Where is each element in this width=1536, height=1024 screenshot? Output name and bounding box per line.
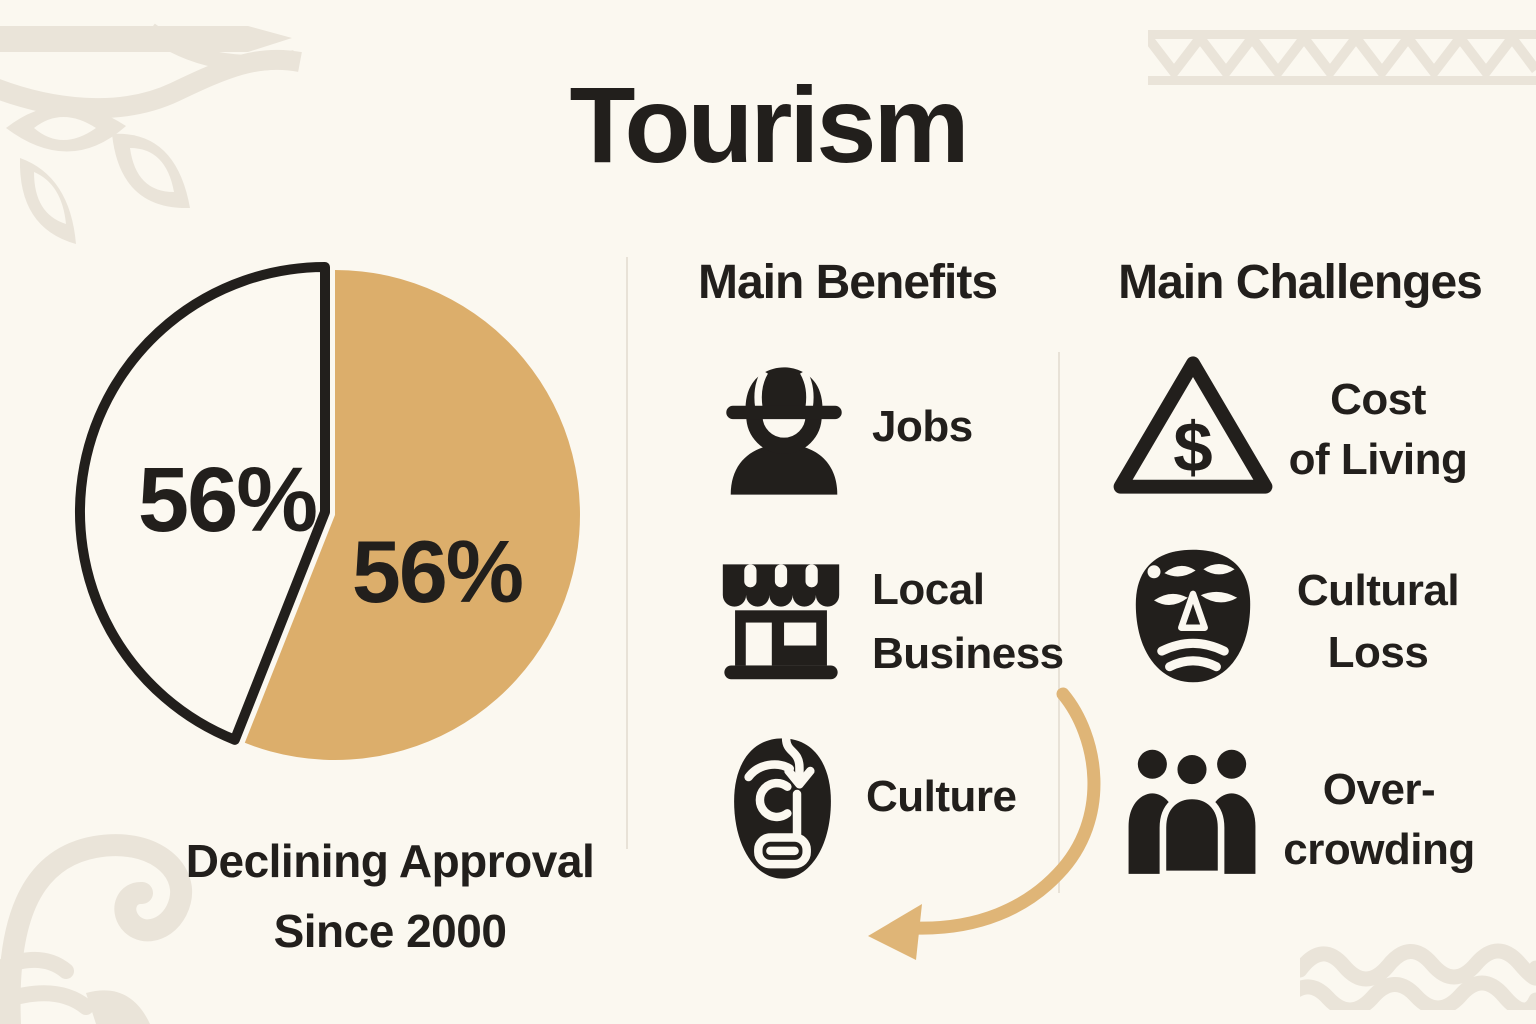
challenge-label-cost-line2: of Living	[1288, 435, 1468, 484]
challenge-item-cost-of-living: Cost of Living	[1263, 370, 1493, 490]
wave-pattern-bottom-right	[1300, 943, 1536, 1010]
benefit-label-local-business-line2: Business	[872, 629, 1064, 678]
page-title: Tourism	[569, 64, 969, 185]
challenge-item-cultural-loss: Cultural Loss	[1263, 560, 1493, 684]
pie-caption: Declining Approval Since 2000	[70, 826, 710, 966]
sad-mask-icon	[1135, 549, 1251, 683]
benefits-heading: Main Benefits	[697, 256, 998, 309]
curved-arrow	[868, 687, 1101, 960]
construction-worker-icon	[726, 367, 842, 495]
pie-slice-tan	[244, 270, 580, 760]
challenge-label-cost-line1: Cost	[1330, 375, 1426, 424]
approval-pie-chart: 56% 56%	[75, 262, 580, 760]
benefit-item-local-business: Local Business	[872, 558, 1064, 686]
challenge-item-overcrowding: Over- crowding	[1263, 760, 1495, 880]
pie-label-white-slice: 56%	[138, 449, 316, 551]
pie-slice-white	[75, 262, 330, 745]
challenge-label-cultural-line1: Cultural	[1296, 566, 1460, 615]
pie-label-tan-slice: 56%	[352, 522, 522, 621]
pie-caption-line1: Declining Approval	[185, 835, 595, 887]
pie-caption-line2: Since 2000	[273, 905, 507, 957]
benefit-item-jobs: Jobs	[872, 401, 973, 453]
benefit-item-culture: Culture	[866, 771, 1017, 823]
tribal-leaf-pattern-top-left	[0, 23, 302, 244]
dollar-sign-glyph: $	[1173, 408, 1212, 487]
dollar-warning-icon: $	[1113, 356, 1273, 494]
benefit-label-jobs: Jobs	[872, 402, 973, 451]
challenges-heading: Main Challenges	[1118, 256, 1483, 309]
challenge-label-cultural-line2: Loss	[1327, 628, 1429, 677]
challenge-label-overcrowding-line2: crowding	[1283, 825, 1475, 874]
benefit-label-local-business-line1: Local	[872, 565, 985, 614]
koru-wave-pattern-bottom-left	[0, 834, 193, 1024]
storefront-icon	[722, 564, 840, 680]
benefit-label-culture: Culture	[866, 772, 1017, 821]
zigzag-pattern-top-right	[1148, 30, 1536, 85]
challenge-label-overcrowding-line1: Over-	[1322, 765, 1436, 814]
tiki-mask-icon	[734, 734, 831, 879]
crowd-icon	[1128, 748, 1256, 878]
divider-benefits-challenges	[1058, 352, 1060, 893]
divider-pie-benefits	[626, 257, 628, 849]
